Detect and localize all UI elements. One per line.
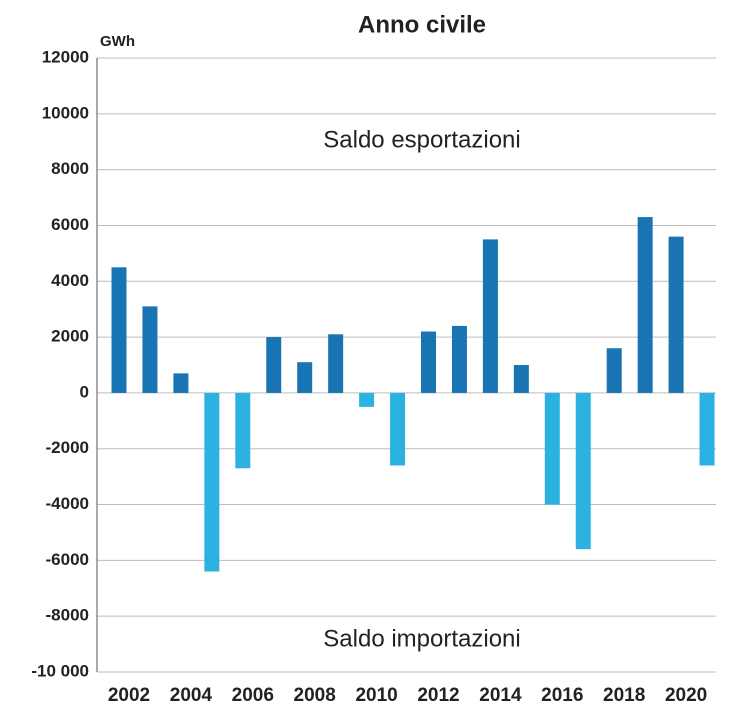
x-tick-label: 2002 bbox=[108, 685, 150, 706]
y-tick-label: 4000 bbox=[51, 271, 89, 290]
bar bbox=[606, 348, 622, 393]
bar bbox=[668, 236, 684, 393]
x-tick-label: 2014 bbox=[479, 685, 522, 706]
bar bbox=[111, 267, 127, 393]
x-tick-label: 2016 bbox=[541, 685, 583, 706]
x-tick-label: 2010 bbox=[355, 685, 397, 706]
y-tick-label: -10 000 bbox=[31, 661, 89, 680]
bar bbox=[513, 365, 529, 393]
y-tick-label: 10000 bbox=[42, 103, 89, 122]
y-tick-label: 6000 bbox=[51, 215, 89, 234]
x-tick-label: 2020 bbox=[665, 685, 707, 706]
y-tick-label: -6000 bbox=[46, 550, 89, 569]
bar bbox=[235, 392, 251, 469]
y-tick-label: 2000 bbox=[51, 327, 89, 346]
bar bbox=[575, 392, 591, 550]
y-tick-label: 8000 bbox=[51, 159, 89, 178]
bar bbox=[637, 217, 653, 393]
bar bbox=[482, 239, 498, 393]
annotation: Saldo esportazioni bbox=[323, 126, 520, 153]
y-tick-label: 0 bbox=[80, 382, 89, 401]
x-tick-label: 2008 bbox=[294, 685, 336, 706]
bar bbox=[699, 392, 715, 466]
bar bbox=[359, 392, 375, 407]
x-tick-label: 2004 bbox=[170, 685, 213, 706]
bar bbox=[266, 337, 282, 393]
bar bbox=[328, 334, 344, 393]
bar bbox=[297, 362, 313, 393]
y-tick-label: -4000 bbox=[46, 494, 89, 513]
x-tick-label: 2006 bbox=[232, 685, 274, 706]
y-tick-label: -8000 bbox=[46, 606, 89, 625]
bar bbox=[451, 325, 467, 393]
bar bbox=[544, 392, 560, 505]
bar bbox=[173, 373, 189, 393]
x-tick-label: 2012 bbox=[417, 685, 459, 706]
y-tick-label: 12000 bbox=[42, 47, 89, 66]
bar bbox=[204, 392, 220, 572]
x-tick-label: 2018 bbox=[603, 685, 645, 706]
y-unit: GWh bbox=[100, 33, 135, 50]
chart-title: Anno civile bbox=[358, 11, 486, 38]
annotation: Saldo importazioni bbox=[323, 625, 520, 652]
bar bbox=[142, 306, 158, 393]
bar bbox=[421, 331, 436, 393]
y-tick-label: -2000 bbox=[46, 438, 89, 457]
bar bbox=[390, 392, 406, 466]
